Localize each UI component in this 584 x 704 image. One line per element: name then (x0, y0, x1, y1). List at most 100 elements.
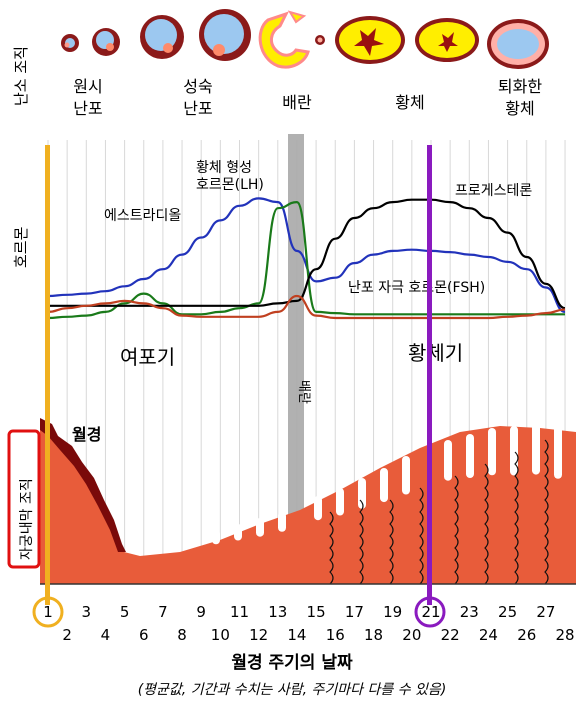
day-label: 5 (120, 603, 130, 621)
gland-notch (380, 468, 388, 503)
day-label: 11 (230, 603, 249, 621)
menstruation-label: 월경 (72, 425, 101, 444)
ovulation-illustration (258, 10, 325, 69)
menstrual-blood-edge (40, 418, 126, 552)
day-label: 22 (441, 626, 460, 644)
day-label: 19 (383, 603, 402, 621)
spiral-arteries (329, 439, 549, 585)
gland-notch (190, 534, 198, 548)
day-label: 27 (536, 603, 555, 621)
primordial-follicle-illustration (61, 28, 120, 56)
gland-notch (532, 424, 540, 475)
gland-notch (278, 512, 286, 532)
day-label: 6 (139, 626, 149, 644)
day-label: 8 (177, 626, 187, 644)
day-label: 16 (326, 626, 345, 644)
gland-notch (146, 542, 154, 552)
phase-label-follicular: 여포기 (120, 345, 175, 369)
stage-label-line1: 배란 (282, 93, 312, 112)
day-label: 10 (211, 626, 230, 644)
gland-notch (336, 488, 344, 516)
spiral-artery (544, 439, 549, 585)
axis-title: 월경 주기의 날짜 (231, 653, 353, 673)
phase-label-luteal: 황체기 (408, 341, 463, 365)
series-label-progesterone: 프로게스테론 (455, 183, 532, 199)
stage-label-line1: 성숙 (183, 77, 212, 96)
day-label: 18 (364, 626, 383, 644)
day-label: 15 (307, 603, 326, 621)
day-label: 26 (517, 626, 536, 644)
gland-notch (466, 434, 474, 478)
day-21-marker-line (427, 145, 432, 605)
day-label: 3 (82, 603, 92, 621)
day-label: 14 (287, 626, 306, 644)
spiral-artery (454, 475, 459, 585)
day-21-marker-circle (414, 596, 446, 628)
endometrium-row-label: 자궁내막 조직 (19, 478, 35, 560)
day-label: 9 (196, 603, 206, 621)
stage-label-line2: 난포 (73, 99, 102, 118)
stage-label-line1: 황체 (395, 93, 424, 112)
endometrium-glands (146, 424, 562, 552)
hormone-row-label: 호르몬 (12, 227, 30, 268)
day-label: 13 (268, 603, 287, 621)
day-1-marker-circle (32, 596, 64, 628)
day-label: 12 (249, 626, 268, 644)
gland-notch (554, 426, 562, 479)
endometrium-layer (40, 418, 576, 585)
gland-notch (314, 496, 322, 521)
progesterone-curve (47, 198, 566, 310)
day-label: 24 (479, 626, 498, 644)
stage-label-line1: 퇴화한 (498, 77, 542, 96)
endometrium-base (40, 422, 576, 584)
day-label: 20 (402, 626, 421, 644)
stage-label-line1: 원시 (73, 77, 102, 96)
day-label: 7 (158, 603, 168, 621)
stage-label-line2: 난포 (183, 99, 212, 118)
corpus-luteum-illustration (335, 16, 479, 64)
day-1-marker-line (45, 145, 50, 605)
fsh-curve (47, 294, 566, 320)
day-label: 1 (43, 603, 53, 621)
axis-note: (평균값, 기간과 수치는 사람, 주기마다 다를 수 있음) (138, 682, 447, 698)
lh-curve (47, 200, 565, 320)
day-label: 25 (498, 603, 517, 621)
series-label-lh-line1: 황체 형성 (196, 160, 252, 176)
day-label: 21 (421, 603, 440, 621)
ovary-row-label: 난소 조직 (12, 46, 30, 106)
day-label: 2 (62, 626, 72, 644)
gland-notch (510, 426, 518, 476)
day-label: 28 (556, 626, 575, 644)
day-label: 17 (345, 603, 364, 621)
series-label-fsh: 난포 자극 호르몬(FSH) (348, 280, 485, 296)
spiral-artery (514, 451, 519, 585)
gland-notch (212, 530, 220, 545)
series-label-estradiol: 에스트라디올 (104, 208, 181, 224)
spiral-artery (484, 463, 489, 585)
day-label: 23 (460, 603, 479, 621)
day-labels: 1 3 5 7 9 11 13 15 17 19 21 23 25 272 4 6 8 10 12 14 16 18 20 2… (43, 603, 574, 644)
gland-notch (488, 428, 496, 476)
estradiol-curve (47, 197, 566, 313)
regressing-corpus-illustration (487, 19, 549, 69)
endometrium-label-box (7, 429, 41, 569)
ovary-illustrations (61, 9, 549, 69)
spiral-artery (389, 499, 394, 585)
mature-follicle-illustration (140, 9, 251, 61)
gland-notch (234, 524, 242, 541)
series-label-lh-line2: 호르몬(LH) (196, 177, 264, 193)
hormone-curves (47, 197, 566, 320)
spiral-artery (419, 487, 424, 585)
gland-notch (168, 539, 176, 550)
ovulation-band-label: 배란 (296, 380, 311, 404)
gland-notch (358, 478, 366, 509)
gland-notch (402, 456, 410, 495)
spiral-artery (359, 499, 364, 585)
stage-label-line2: 황체 (505, 99, 534, 118)
gland-notch (444, 440, 452, 481)
spiral-artery (329, 511, 334, 585)
day-label: 4 (101, 626, 111, 644)
gland-notch (256, 518, 264, 537)
